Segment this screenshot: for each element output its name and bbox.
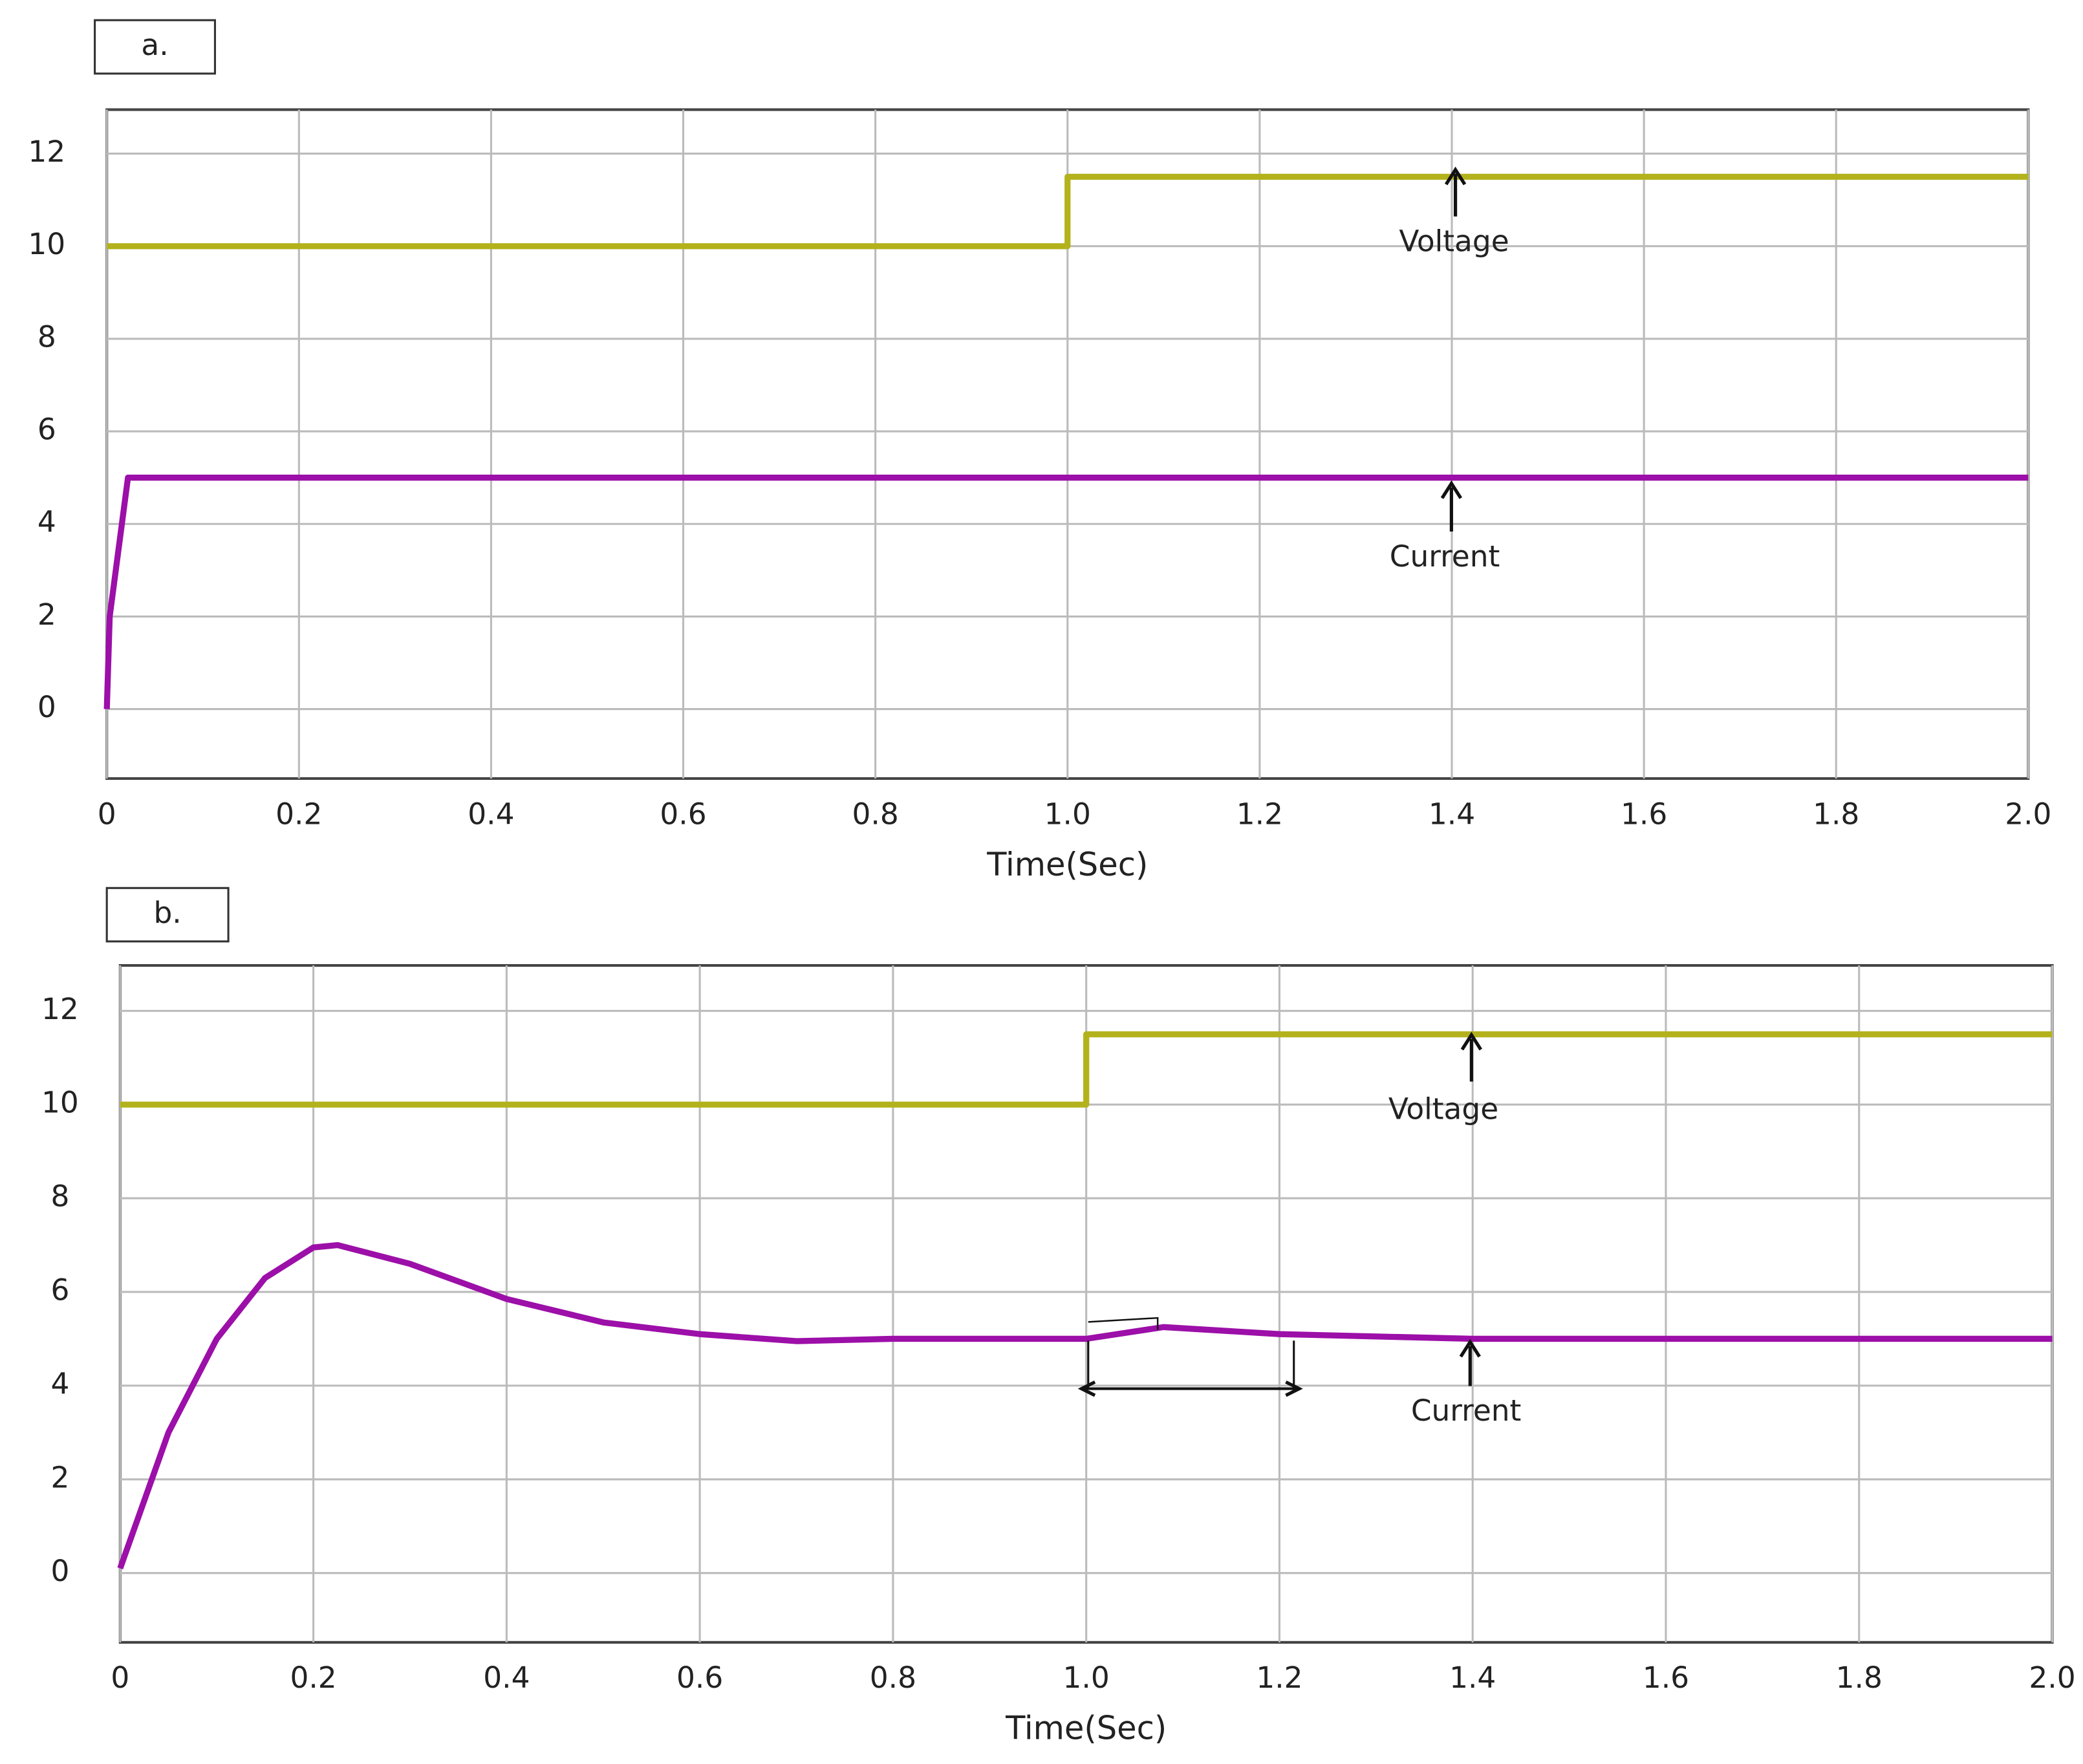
x-tick-label: 1.6: [1621, 797, 1667, 831]
series-line: [117, 1242, 2053, 1569]
y-tick-label: 4: [38, 505, 56, 539]
x-tick-label: 0.2: [290, 1661, 336, 1695]
x-tick-label: 1.8: [1836, 1661, 1883, 1695]
panel-label-box: [94, 19, 216, 75]
series-annotation: Voltage: [1399, 224, 1509, 259]
series-line: [103, 475, 2029, 709]
x-tick-label: 0: [111, 1661, 129, 1695]
y-tick-label: 8: [38, 319, 56, 354]
x-tick-label: 2.0: [2005, 797, 2051, 831]
x-tick-label: 1.4: [1429, 797, 1475, 831]
x-tick-label: 0.4: [468, 797, 514, 831]
series-line: [120, 1031, 2053, 1108]
x-tick-label: 1.2: [1236, 797, 1283, 831]
panel-label-box: [105, 887, 230, 943]
x-axis-label: Time(Sec): [1005, 1710, 1167, 1747]
x-tick-label: 1.8: [1813, 797, 1859, 831]
series-annotation: Current: [1390, 539, 1500, 574]
y-tick-label: 4: [50, 1366, 69, 1401]
x-tick-label: 0.8: [870, 1661, 916, 1695]
x-tick-label: 0.2: [275, 797, 322, 831]
y-tick-label: 6: [50, 1273, 69, 1307]
y-tick-label: 10: [41, 1086, 79, 1120]
chart-panel: 0 0.2 0.4 0.6 0.8 1.0 1.2 1.4 1.6 1.8 2.0 0 2 4 6 8 10 12…: [41, 887, 2076, 1747]
y-tick-label: 6: [38, 413, 56, 447]
series-annotation: Current: [1411, 1393, 1522, 1428]
y-tick-label: 2: [50, 1460, 69, 1494]
annotation-arrows: [1077, 166, 1482, 1397]
chart-panel: 0 0.2 0.4 0.6 0.8 1.0 1.2 1.4 1.6 1.8 2.0 0 2 4 6 8 10 12…: [28, 19, 2051, 883]
x-tick-label: 1.4: [1449, 1661, 1496, 1695]
y-tick-label: 12: [28, 134, 65, 169]
x-axis-label: Time(Sec): [986, 846, 1148, 883]
x-tick-label: 1.0: [1063, 1661, 1110, 1695]
panel-label: b.: [153, 896, 181, 930]
y-tick-label: 10: [28, 227, 65, 261]
series-annotation: Voltage: [1388, 1092, 1498, 1126]
x-tick-label: 0.8: [852, 797, 899, 831]
panel-label: a.: [141, 28, 168, 62]
y-tick-label: 12: [41, 992, 79, 1026]
x-tick-label: 0.6: [660, 797, 706, 831]
x-tick-label: 0.4: [483, 1661, 530, 1695]
y-tick-label: 2: [38, 597, 56, 632]
x-tick-label: 2.0: [2029, 1661, 2075, 1695]
y-tick-label: 0: [38, 690, 56, 724]
x-tick-label: 1.2: [1256, 1661, 1302, 1695]
x-tick-label: 0: [98, 797, 116, 831]
y-tick-label: 0: [50, 1554, 69, 1588]
y-tick-label: 8: [50, 1179, 69, 1214]
x-tick-label: 0.6: [676, 1661, 723, 1695]
x-tick-label: 1.6: [1643, 1661, 1689, 1695]
x-tick-label: 1.0: [1044, 797, 1091, 831]
series-line: [106, 173, 2029, 250]
